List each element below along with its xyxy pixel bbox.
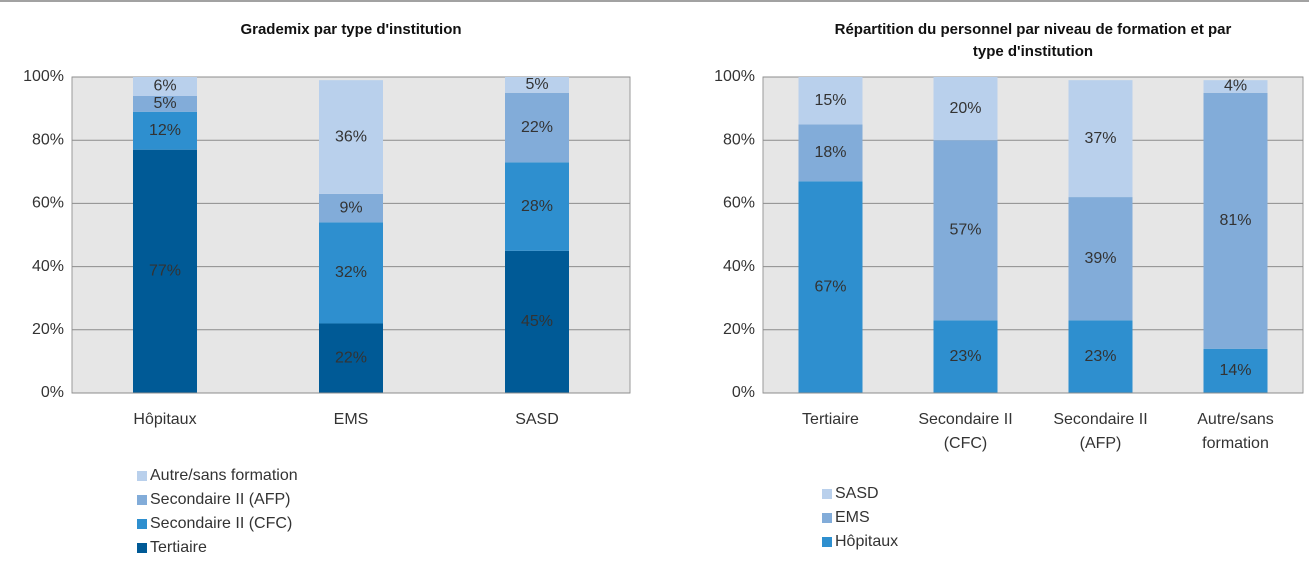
value-label: 9% [339,199,362,216]
value-label: 81% [1219,212,1251,229]
value-label: 6% [153,78,176,95]
value-label: 18% [814,144,846,161]
y-tick-label: 80% [32,131,64,148]
x-tick-label: Autre/sans formation [1197,411,1273,452]
bar-segment [133,95,197,112]
value-label: 39% [1084,250,1116,267]
chart-title: Grademix par type d'institution [240,21,461,38]
x-tick-label: Secondaire II (CFC) [918,411,1012,452]
value-label: 45% [521,313,553,330]
bar-segment [1068,320,1133,393]
bar-segment [1203,348,1268,393]
y-tick-label: 40% [32,258,64,275]
x-tick-label: SASD [515,411,559,428]
bar-segment [505,250,569,393]
legend-swatch [137,519,147,529]
y-tick-label: 80% [723,131,755,148]
bar-segment [933,320,998,393]
value-label: 57% [949,221,981,238]
bar-segment [319,193,383,223]
y-tick-label: 100% [23,68,64,85]
value-label: 4% [1224,78,1247,95]
y-tick-label: 0% [41,384,64,401]
value-label: 22% [521,119,553,136]
x-tick-label: Hôpitaux [133,411,196,428]
value-label: 20% [949,100,981,117]
value-label: 23% [1084,348,1116,365]
legend-swatch [137,471,147,481]
legend-label: EMS [835,509,870,526]
bar-segment [505,92,569,163]
y-tick-label: 20% [32,321,64,338]
value-label: 37% [1084,130,1116,147]
y-tick-label: 40% [723,258,755,275]
value-label: 36% [335,128,367,145]
value-label: 23% [949,348,981,365]
legend-label: SASD [835,485,879,502]
value-label: 32% [335,264,367,281]
bar-segment [933,140,998,321]
legend-swatch [822,537,832,547]
y-tick-label: 60% [723,195,755,212]
value-label: 28% [521,198,553,215]
bar-segment [319,323,383,393]
legend-label: Secondaire II (AFP) [150,491,291,508]
bar-segment [133,149,197,393]
bar-segment [505,162,569,251]
legend-label: Autre/sans formation [150,467,298,484]
bar-segment [133,111,197,150]
bar-segment [798,124,863,182]
value-label: 12% [149,122,181,139]
legend-label: Secondaire II (CFC) [150,515,292,532]
value-label: 5% [153,95,176,112]
bar-segment [319,222,383,324]
legend-label: Tertiaire [150,539,207,556]
legend-swatch [822,489,832,499]
legend-swatch [822,513,832,523]
bar-segment [1068,197,1133,321]
bar-segment [1203,92,1268,349]
value-label: 67% [814,278,846,295]
value-label: 5% [525,76,548,93]
legend-label: Hôpitaux [835,533,898,550]
y-tick-label: 0% [732,384,755,401]
x-tick-label: Secondaire II (AFP) [1053,411,1147,452]
value-label: 15% [814,92,846,109]
value-label: 14% [1219,362,1251,379]
y-tick-label: 20% [723,321,755,338]
chart-title: Répartition du personnel par niveau de f… [835,21,1232,60]
legend-swatch [137,543,147,553]
bar-segment [933,77,998,141]
bar-segment [1203,80,1268,93]
bar-segment [798,181,863,393]
bar-segment [133,77,197,96]
bar-segment [505,77,569,93]
x-tick-label: EMS [334,411,369,428]
legend-swatch [137,495,147,505]
bar-segment [1068,80,1133,198]
y-tick-label: 100% [714,68,755,85]
x-tick-label: Tertiaire [802,411,859,428]
bar-segment [798,77,863,125]
y-tick-label: 60% [32,195,64,212]
value-label: 77% [149,263,181,280]
value-label: 22% [335,349,367,366]
bar-segment [319,80,383,194]
